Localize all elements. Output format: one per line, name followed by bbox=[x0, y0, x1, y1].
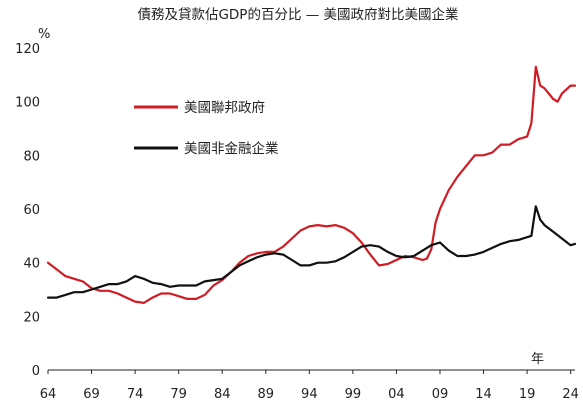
x-tick-label: 04 bbox=[388, 387, 405, 400]
x-tick-label: 24 bbox=[562, 387, 579, 400]
series-line-2 bbox=[46, 205, 577, 299]
x-tick-label: 19 bbox=[519, 387, 536, 400]
x-axis-unit-label: 年 bbox=[531, 352, 544, 367]
x-tick-label: 74 bbox=[127, 387, 144, 400]
x-tick-label: 99 bbox=[345, 387, 362, 400]
y-tick-label: 60 bbox=[23, 203, 40, 218]
x-tick-label: 94 bbox=[301, 387, 318, 400]
chart-title: 債務及貸款佔GDP的百分比 — 美國政府對比美國企業 bbox=[137, 6, 459, 23]
y-tick-label: 0 bbox=[32, 364, 40, 379]
series-line-1 bbox=[46, 65, 577, 304]
x-tick-label: 69 bbox=[83, 387, 100, 400]
legend-label-2: 美國非金融企業 bbox=[184, 140, 279, 157]
x-tick-label: 09 bbox=[432, 387, 449, 400]
y-tick-labels: 0 20 40 60 80 100 120 bbox=[15, 42, 40, 379]
x-tick-label: 84 bbox=[214, 387, 231, 400]
x-tick-label: 64 bbox=[40, 387, 57, 400]
y-tick-label: 40 bbox=[23, 257, 40, 272]
y-tick-label: 80 bbox=[23, 149, 40, 164]
legend-label-1: 美國聯邦政府 bbox=[184, 100, 265, 116]
y-tick-label: 120 bbox=[15, 42, 40, 57]
series-lines bbox=[46, 65, 577, 304]
x-tick-label: 79 bbox=[170, 387, 187, 400]
y-axis-unit-label: % bbox=[38, 27, 50, 42]
x-tick-label: 89 bbox=[257, 387, 274, 400]
y-tick-label: 20 bbox=[23, 310, 40, 325]
y-tick-label: 100 bbox=[15, 96, 40, 111]
x-tick-label: 14 bbox=[475, 387, 492, 400]
x-tick-labels: 64 69 74 79 84 89 94 99 04 09 14 19 24 bbox=[40, 370, 579, 400]
